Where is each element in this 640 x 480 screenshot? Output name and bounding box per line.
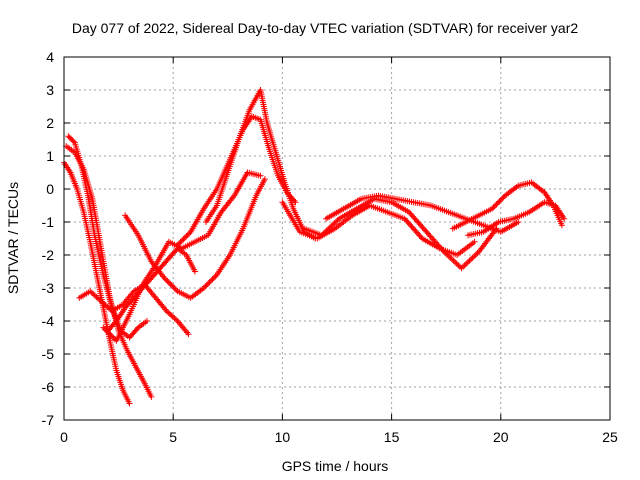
data-point-marker — [65, 133, 72, 140]
data-point-marker — [180, 236, 187, 243]
x-tick-label: 0 — [60, 429, 68, 445]
data-point-marker — [202, 283, 209, 290]
data-point-marker — [69, 137, 76, 144]
data-point-marker — [168, 282, 175, 289]
y-tick-label: 2 — [46, 115, 54, 131]
data-point-marker — [162, 276, 169, 283]
data-point-marker — [176, 240, 183, 247]
data-point-marker — [101, 326, 108, 333]
data-point-marker — [489, 205, 496, 212]
plot-frame — [63, 56, 611, 421]
data-point-marker — [107, 331, 114, 338]
data-point-marker — [490, 204, 497, 211]
data-point-marker — [497, 197, 504, 203]
data-point-marker — [178, 237, 185, 244]
y-tick-label: -2 — [42, 247, 55, 263]
data-point-marker — [499, 195, 506, 202]
data-point-marker — [500, 194, 507, 201]
series-arc-6 — [100, 169, 264, 344]
chart-title: Day 077 of 2022, Sidereal Day-to-day VTE… — [72, 20, 578, 36]
data-point-marker — [257, 172, 264, 179]
data-point-marker — [491, 202, 498, 209]
y-tick-label: 0 — [46, 181, 54, 197]
data-point-marker — [66, 134, 73, 141]
data-point-marker — [181, 234, 188, 241]
data-point-marker — [208, 277, 215, 284]
y-tick-label: 1 — [46, 148, 54, 164]
series-arc-14 — [465, 199, 568, 239]
data-point-marker — [205, 280, 212, 287]
data-point-marker — [104, 329, 111, 335]
data-point-marker — [206, 279, 213, 286]
data-point-marker — [110, 334, 117, 341]
data-point-marker — [177, 239, 184, 246]
chart-grid — [64, 57, 610, 420]
data-point-marker — [558, 222, 565, 229]
data-point-marker — [212, 273, 219, 280]
data-point-marker — [67, 135, 74, 142]
data-point-marker — [103, 327, 110, 334]
data-point-marker — [170, 283, 177, 290]
data-point-marker — [261, 176, 268, 183]
series-arc-4 — [76, 281, 192, 338]
x-axis-label: GPS time / hours — [282, 458, 389, 474]
x-tick-label: 15 — [384, 429, 400, 445]
data-point-marker — [184, 231, 191, 238]
data-point-marker — [126, 400, 133, 407]
series-arc-7 — [122, 176, 268, 301]
data-point-marker — [167, 280, 174, 287]
x-tick-label: 5 — [169, 429, 177, 445]
data-point-marker — [174, 242, 181, 249]
data-point-marker — [173, 286, 180, 293]
data-point-marker — [192, 268, 199, 275]
data-point-marker — [515, 219, 522, 225]
data-point-marker — [112, 319, 119, 326]
data-point-marker — [161, 275, 168, 282]
data-point-marker — [494, 199, 501, 206]
y-tick-label: -3 — [42, 280, 55, 296]
data-point-marker — [134, 326, 141, 333]
data-point-marker — [183, 233, 190, 240]
x-axis-tick-labels: 0 5 10 15 20 25 — [60, 429, 618, 445]
axis-ticks — [63, 56, 611, 421]
data-point-marker — [561, 215, 568, 222]
y-tick-label: 4 — [46, 49, 54, 65]
data-point-marker — [106, 330, 113, 337]
y-tick-label: -1 — [42, 214, 55, 230]
x-tick-label: 25 — [602, 429, 618, 445]
y-tick-label: -4 — [42, 313, 55, 329]
data-point-marker — [100, 324, 107, 331]
y-tick-label: -5 — [42, 346, 55, 362]
data-point-marker — [471, 238, 478, 245]
data-point-marker — [496, 198, 503, 205]
data-point-marker — [143, 318, 150, 324]
data-point-marker — [109, 333, 116, 340]
data-point-marker — [186, 230, 193, 237]
data-point-marker — [164, 278, 171, 285]
chart-series — [61, 87, 568, 407]
series-arc-12 — [323, 192, 522, 235]
data-point-marker — [209, 276, 216, 283]
y-tick-label: -7 — [42, 412, 55, 428]
data-point-marker — [200, 285, 207, 291]
data-point-marker — [493, 201, 500, 208]
data-point-marker — [185, 331, 192, 338]
data-point-marker — [165, 279, 172, 286]
x-tick-label: 10 — [275, 429, 291, 445]
y-axis-label: SDTVAR / TECUs — [5, 182, 21, 294]
data-point-marker — [292, 199, 299, 206]
data-point-marker — [210, 274, 217, 281]
x-tick-label: 20 — [493, 429, 509, 445]
data-point-marker — [70, 138, 77, 145]
data-point-marker — [171, 285, 178, 292]
data-point-marker — [203, 282, 210, 289]
y-tick-label: -6 — [42, 379, 55, 395]
y-axis-tick-labels: -7 -6 -5 -4 -3 -2 -1 0 1 2 3 4 — [42, 49, 55, 428]
y-tick-label: 3 — [46, 82, 54, 98]
data-point-marker — [148, 393, 155, 400]
